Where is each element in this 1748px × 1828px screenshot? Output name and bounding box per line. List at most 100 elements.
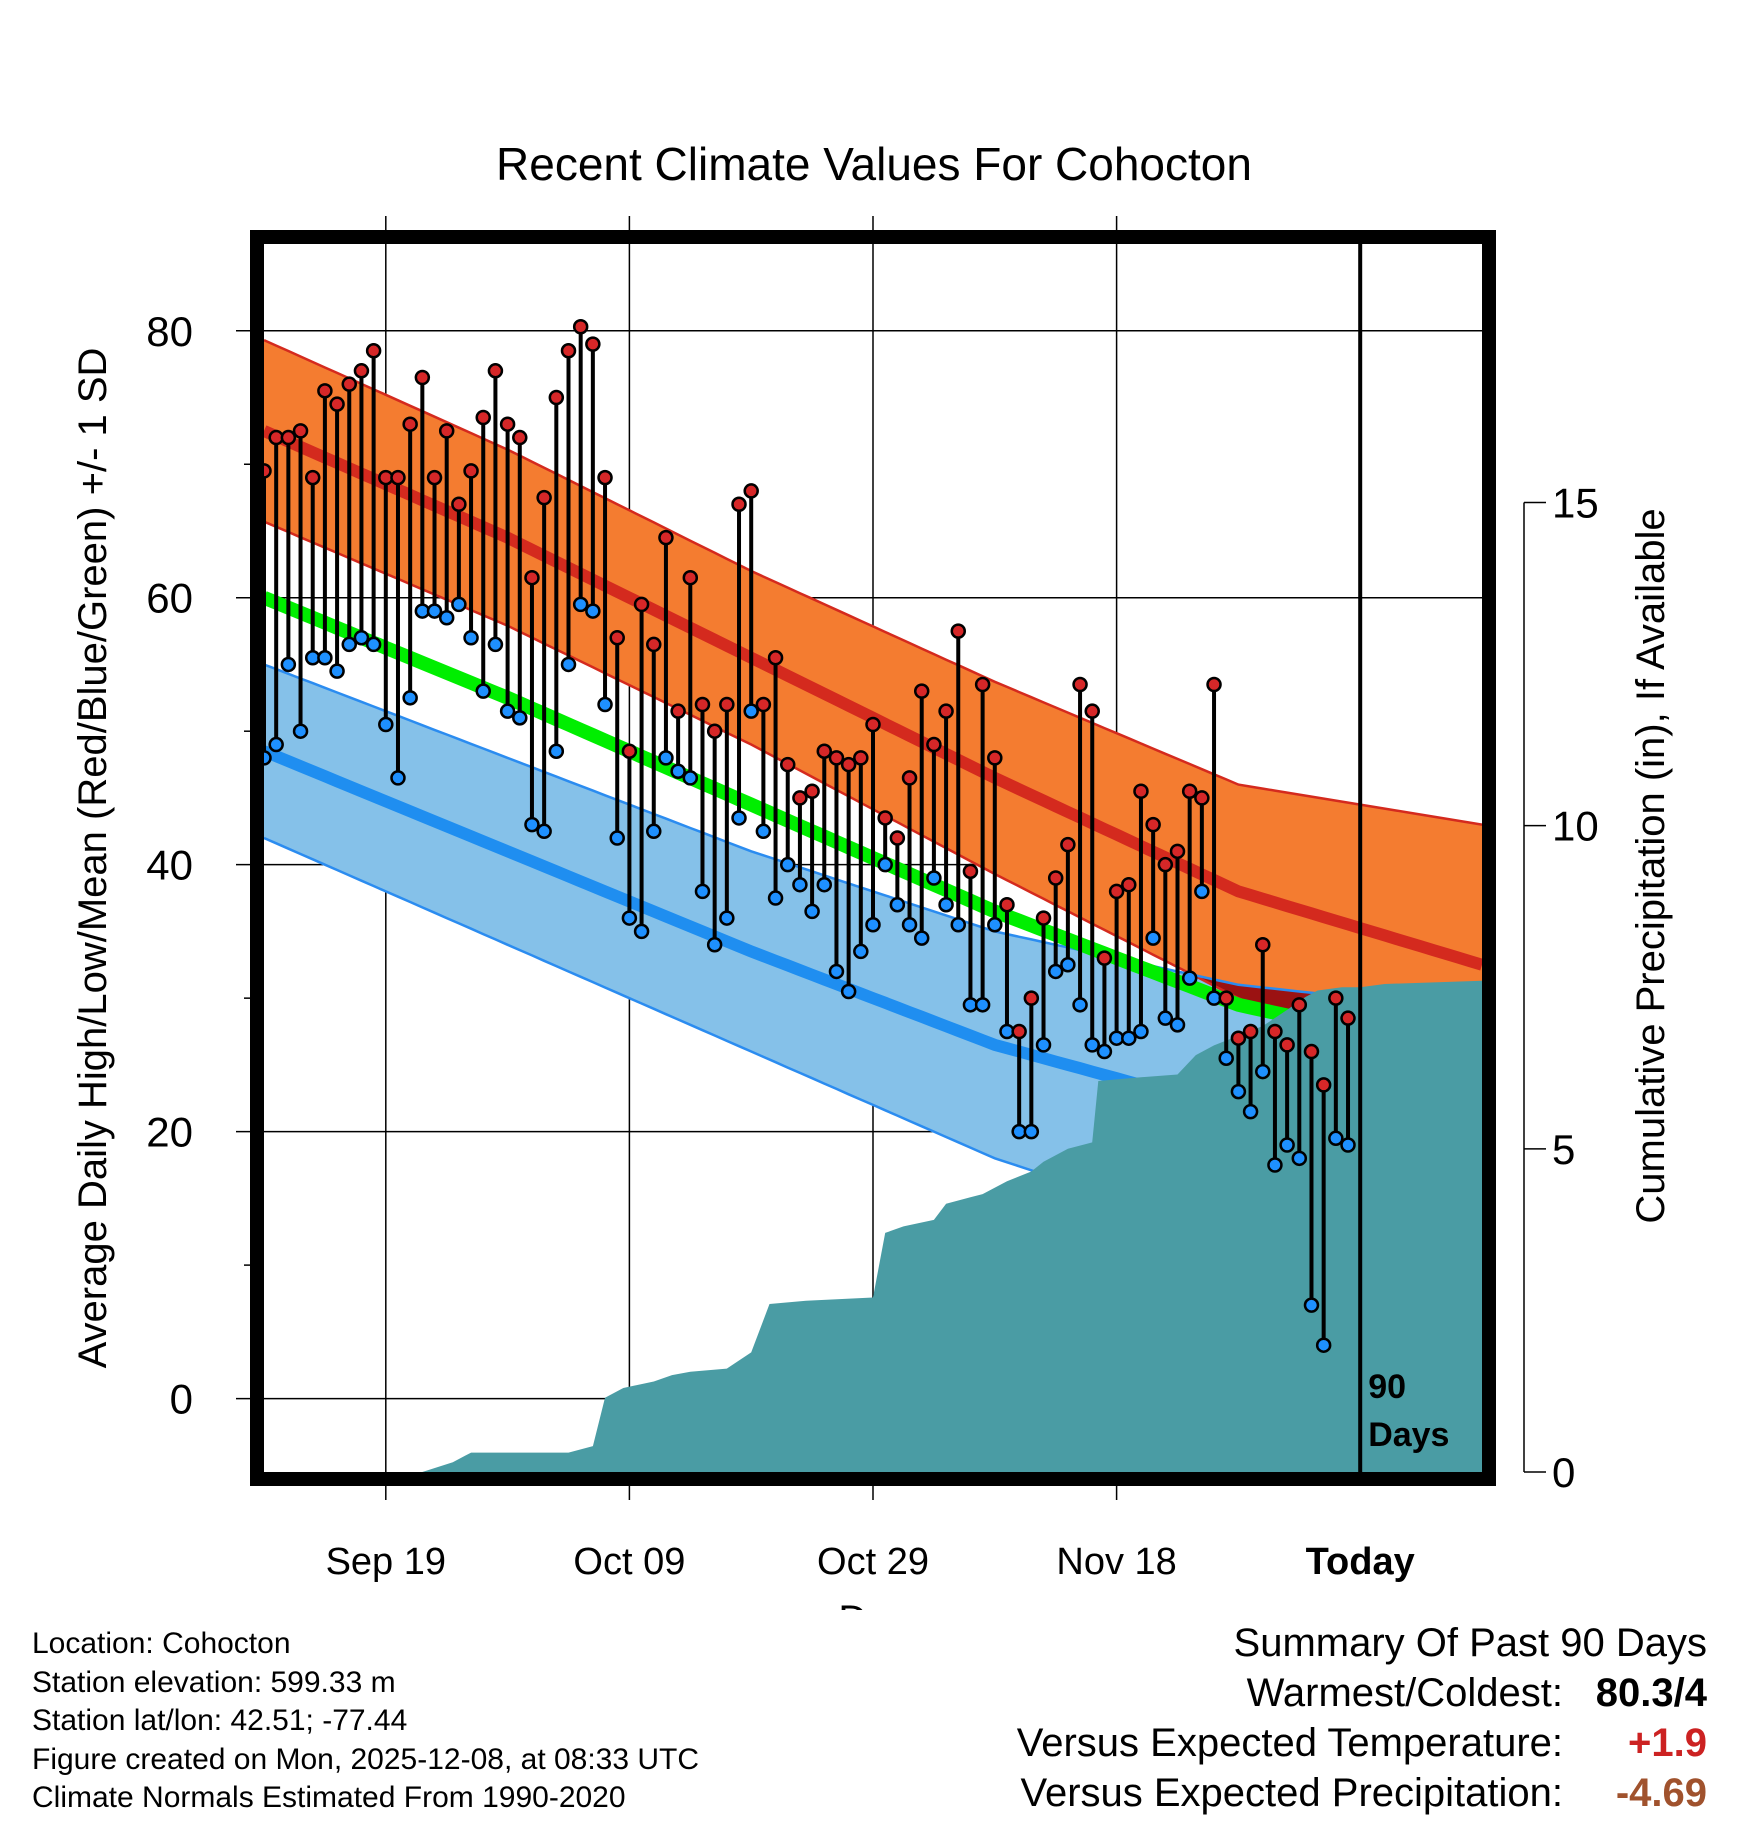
high-point [597,469,613,486]
low-point [938,896,954,913]
low-point [475,683,491,699]
plot-frame: 90 Days [250,230,1496,1486]
warmest-coldest-label: Warmest/Coldest: [1246,1671,1563,1715]
high-point [353,363,370,379]
low-point [1315,1337,1332,1353]
chart-title: Recent Climate Values For Cohocton [496,138,1252,190]
high-point [304,469,321,486]
low-point [609,830,625,846]
low-point [1047,963,1064,980]
high-point [767,650,784,666]
high-point [365,343,382,359]
low-point [487,636,504,653]
high-point [926,736,942,753]
low-point [1230,1083,1247,1100]
low-point [828,963,845,980]
low-point [926,870,942,886]
high-point [1291,997,1308,1013]
low-point [840,983,857,1000]
high-point [572,319,589,335]
high-point [1084,703,1100,719]
low-point [524,816,540,833]
high-point [682,569,699,586]
low-point [755,823,772,840]
y-tick-label: 40 [146,842,193,889]
low-point [292,723,309,739]
y2-axis-label: Cumulative Precipitation (in), If Availa… [1629,508,1673,1223]
low-point [1303,1297,1320,1313]
low-point [1194,883,1210,900]
high-point [548,389,565,406]
x-tick-label: Nov 18 [1056,1541,1176,1583]
low-point [743,703,759,719]
low-point [572,596,589,613]
low-point [889,896,906,913]
low-point [365,636,382,653]
low-point [1328,1130,1344,1147]
low-point [280,656,297,673]
low-point [1181,970,1198,986]
summary-panel: Summary Of Past 90 Days Warmest/Coldest:… [1017,1618,1707,1818]
low-point [1340,1137,1356,1153]
high-point [463,463,479,479]
low-point [633,923,650,940]
low-point [792,876,808,893]
today-days-label: Days [1368,1416,1449,1454]
high-point [1023,990,1040,1006]
high-point [974,676,991,693]
low-point [731,810,747,826]
low-point [317,650,333,666]
x-axis-label: Day [838,1598,909,1610]
high-point [1060,836,1076,853]
low-point [658,750,674,766]
high-point [451,496,467,513]
location-text: Location: Cohocton [32,1627,291,1660]
low-point [974,997,991,1013]
high-point [487,363,504,379]
high-point [743,483,759,499]
low-point [438,609,455,626]
low-point [1035,1037,1052,1053]
low-point [1096,1043,1113,1060]
low-point [877,856,893,873]
high-point [390,469,406,486]
climate-chart: Recent Climate Values For Cohocton 90 Day… [71,138,1673,1610]
high-point [1255,937,1271,953]
low-point [1291,1150,1308,1167]
high-point [731,496,747,513]
daily-range-bars [256,319,1356,1353]
low-point [499,703,516,719]
high-point [828,750,845,766]
low-point [621,910,638,926]
high-point [913,683,930,699]
high-point [1242,1023,1259,1040]
low-point [268,736,284,753]
y-tick-label: 20 [146,1109,193,1156]
low-point [694,883,711,900]
y2-tick-label: 10 [1552,803,1599,850]
high-point [804,783,820,800]
high-point [1303,1043,1320,1060]
low-point [536,823,552,840]
low-point [950,916,967,933]
high-point [1072,676,1088,693]
low-point [1267,1157,1283,1173]
x-tick-label: Oct 09 [573,1541,685,1583]
high-point [999,896,1015,913]
high-point [585,336,601,352]
high-point [853,750,869,766]
elevation-text: Station elevation: 599.33 m [32,1665,396,1699]
low-point [1255,1063,1271,1080]
high-point [609,630,625,646]
low-point [451,596,467,613]
low-point [646,823,662,840]
high-point [317,383,333,399]
precip-anomaly-label: Versus Expected Precipitation: [1020,1771,1563,1815]
high-point [877,810,893,826]
low-point [779,856,796,873]
high-point [1194,790,1210,806]
low-point [390,770,406,786]
high-point [658,529,674,546]
high-point [1230,1030,1247,1046]
high-point [1096,950,1113,966]
